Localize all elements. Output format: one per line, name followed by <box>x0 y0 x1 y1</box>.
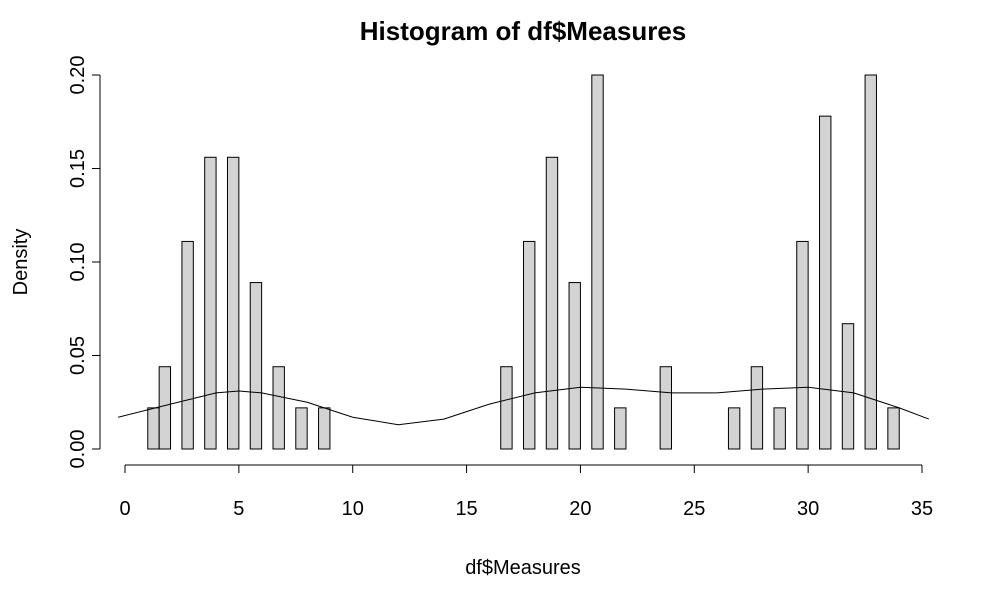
bar <box>864 74 877 450</box>
bar <box>659 366 673 450</box>
bar <box>318 407 331 450</box>
y-tick-label: 0.00 <box>67 430 89 469</box>
bar <box>773 407 786 450</box>
chart-title: Histogram of df$Measures <box>360 16 687 46</box>
bar <box>841 323 855 450</box>
bar <box>796 240 809 450</box>
bar <box>295 407 308 450</box>
bar <box>750 366 764 450</box>
y-tick-label: 0.10 <box>67 243 89 282</box>
x-tick-label: 5 <box>233 498 244 520</box>
x-tick-label: 35 <box>911 498 933 520</box>
bar <box>727 407 741 450</box>
x-tick-label: 10 <box>342 498 364 520</box>
y-tick-label: 0.15 <box>67 149 89 188</box>
x-tick-label: 0 <box>119 498 130 520</box>
bar <box>226 156 240 450</box>
x-axis-label: df$Measures <box>465 557 581 579</box>
bar <box>591 74 604 450</box>
y-axis-label: Density <box>10 229 32 296</box>
bar <box>568 282 581 450</box>
density-curve <box>118 386 930 426</box>
x-tick-label: 15 <box>455 498 477 520</box>
bar <box>204 156 217 450</box>
bar <box>819 115 832 450</box>
y-tick-label: 0.05 <box>67 336 89 375</box>
bar <box>545 156 559 450</box>
bar <box>181 240 194 450</box>
bar <box>614 407 627 450</box>
bar <box>272 366 285 450</box>
x-tick-label: 20 <box>569 498 591 520</box>
bar <box>887 407 900 450</box>
bar <box>500 366 513 450</box>
x-tick-label: 25 <box>683 498 705 520</box>
bar <box>523 240 536 450</box>
y-tick-label: 0.20 <box>67 56 89 95</box>
bar <box>158 366 172 450</box>
bar <box>147 407 160 450</box>
x-tick-label: 30 <box>797 498 819 520</box>
bar <box>249 282 263 450</box>
